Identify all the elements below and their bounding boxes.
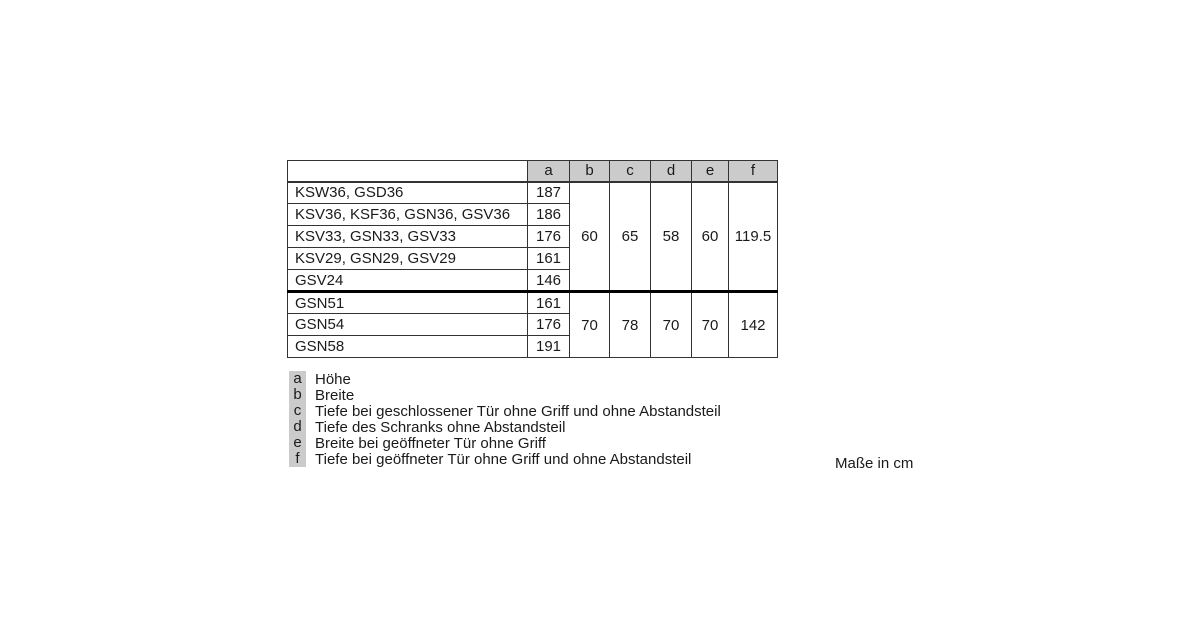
model-cell: GSN54: [287, 313, 528, 336]
legend-key-a: a: [289, 371, 306, 387]
legend-label-f: Tiefe bei geöffneter Tür ohne Griff und …: [315, 450, 692, 468]
model-cell: KSV36, KSF36, GSN36, GSV36: [287, 203, 528, 226]
model-cell: KSV29, GSN29, GSV29: [287, 247, 528, 270]
legend-row-d: d Tiefe des Schranks ohne Abstandsteil: [289, 418, 721, 436]
legend-label-e: Breite bei geöffneter Tür ohne Griff: [315, 434, 546, 452]
shared-value-cell-f: 142: [728, 290, 778, 358]
legend-row-a: a Höhe: [289, 370, 721, 388]
legend-label-a: Höhe: [315, 370, 351, 388]
table-header-b: b: [569, 160, 610, 183]
legend: a Höhe b Breite c Tiefe bei geschlossene…: [289, 370, 721, 468]
dimensions-table: a b c d e f KSW36, GSD36 187 60 65 58 60…: [287, 160, 778, 358]
shared-value-cell-f: 119.5: [728, 181, 778, 292]
model-cell: GSN58: [287, 335, 528, 358]
table-header-a: a: [527, 160, 570, 183]
table-header-d: d: [650, 160, 692, 183]
legend-row-f: f Tiefe bei geöffneter Tür ohne Griff un…: [289, 450, 721, 468]
shared-value-cell-c: 65: [609, 181, 651, 292]
legend-label-d: Tiefe des Schranks ohne Abstandsteil: [315, 418, 566, 436]
model-cell: KSW36, GSD36: [287, 181, 528, 204]
legend-row-b: b Breite: [289, 386, 721, 404]
table-row: KSV36, KSF36, GSN36, GSV36 186: [287, 203, 778, 226]
table-row: KSV33, GSN33, GSV33 176: [287, 225, 778, 248]
shared-value-cell-d: 58: [650, 181, 692, 292]
table-header-row: a b c d e f: [287, 160, 778, 183]
units-note: Maße in cm: [835, 455, 914, 472]
shared-value-cell-b: 60: [569, 181, 610, 292]
legend-key-e: e: [289, 435, 306, 451]
value-cell-a: 176: [527, 225, 570, 248]
legend-key-b: b: [289, 387, 306, 403]
table-row: KSV29, GSN29, GSV29 161: [287, 247, 778, 270]
table-row: GSN58 191: [287, 335, 778, 358]
table-header-c: c: [609, 160, 651, 183]
value-cell-a: 191: [527, 335, 570, 358]
legend-key-f: f: [289, 451, 306, 467]
value-cell-a: 146: [527, 269, 570, 292]
legend-row-e: e Breite bei geöffneter Tür ohne Griff: [289, 434, 721, 452]
value-cell-a: 161: [527, 290, 570, 314]
table-row: KSW36, GSD36 187 60 65 58 60 119.5: [287, 181, 778, 292]
table-header-e: e: [691, 160, 729, 183]
shared-value-cell-c: 78: [609, 290, 651, 358]
legend-key-d: d: [289, 419, 306, 435]
legend-label-b: Breite: [315, 386, 355, 404]
table-header-empty: [287, 160, 528, 183]
shared-value-cell-e: 70: [691, 290, 729, 358]
table-row: GSN54 176: [287, 313, 778, 336]
value-cell-a: 186: [527, 203, 570, 226]
table-header-f: f: [728, 160, 778, 183]
model-cell: GSN51: [287, 290, 528, 314]
value-cell-a: 161: [527, 247, 570, 270]
legend-label-c: Tiefe bei geschlossener Tür ohne Griff u…: [315, 402, 721, 420]
value-cell-a: 187: [527, 181, 570, 204]
shared-value-cell-d: 70: [650, 290, 692, 358]
legend-key-c: c: [289, 403, 306, 419]
model-cell: GSV24: [287, 269, 528, 292]
model-cell: KSV33, GSN33, GSV33: [287, 225, 528, 248]
shared-value-cell-e: 60: [691, 181, 729, 292]
legend-row-c: c Tiefe bei geschlossener Tür ohne Griff…: [289, 402, 721, 420]
shared-value-cell-b: 70: [569, 290, 610, 358]
value-cell-a: 176: [527, 313, 570, 336]
table-row: GSN51 161 70 78 70 70 142: [287, 290, 778, 358]
